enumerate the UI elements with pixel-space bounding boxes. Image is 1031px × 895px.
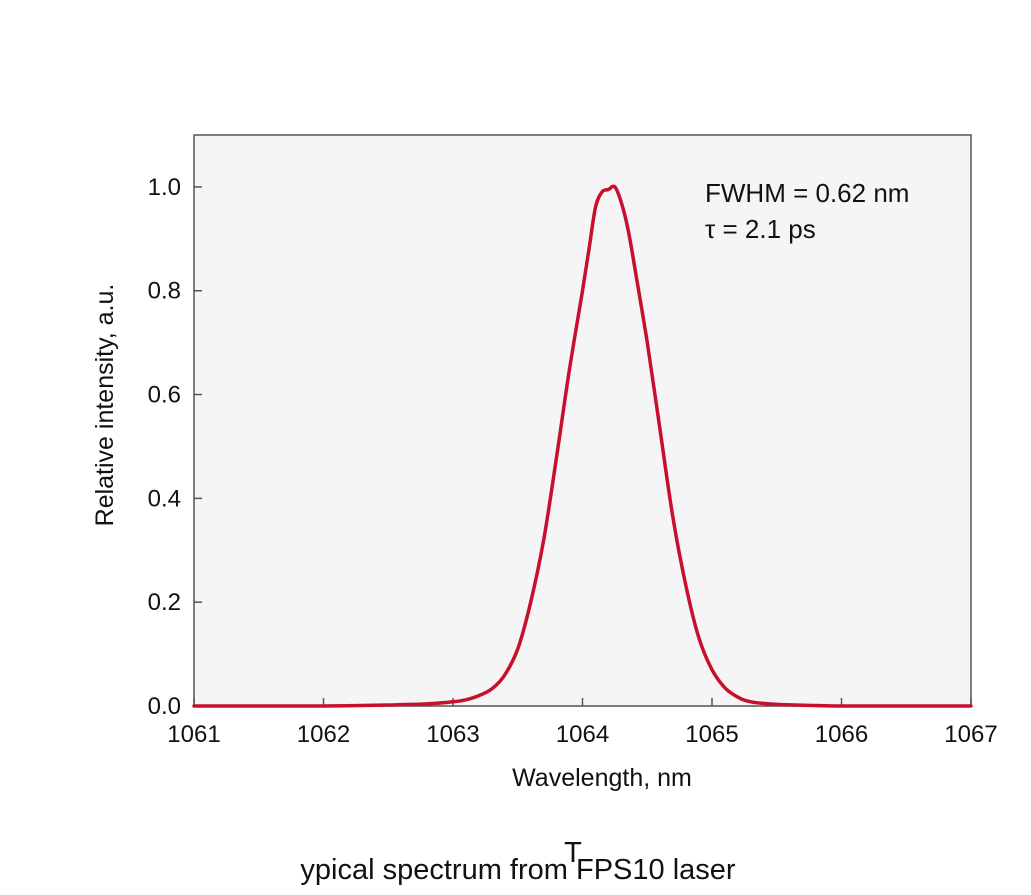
y-tick-label: 0.8	[148, 278, 181, 305]
y-axis-ticks: 0.0 0.2 0.4 0.6 0.8 1.0	[148, 174, 202, 720]
x-tick-label: 1066	[815, 721, 868, 748]
y-tick-label: 1.0	[148, 174, 181, 201]
x-tick-label: 1063	[426, 721, 479, 748]
y-tick-label: 0.0	[148, 693, 181, 720]
spectrum-series-line	[192, 184, 973, 708]
x-axis-ticks: 1061 1062 1063 1064 1065 1066 1067	[167, 698, 998, 748]
x-tick-label: 1062	[297, 721, 350, 748]
x-axis-label: Wavelength, nm	[512, 764, 692, 792]
figure-caption-initial: T	[564, 837, 582, 869]
x-tick-label: 1065	[685, 721, 738, 748]
y-tick-label: 0.6	[148, 382, 181, 409]
fwhm-annotation: FWHM = 0.62 nm	[705, 178, 909, 208]
x-tick-label: 1061	[167, 721, 220, 748]
y-axis-label: Relative intensity, a.u.	[91, 284, 119, 527]
x-tick-label: 1067	[944, 721, 997, 748]
figure-caption: ypical spectrum from FPS10 laser	[300, 854, 735, 886]
x-tick-label: 1064	[556, 721, 609, 748]
plot-area	[193, 134, 972, 707]
y-tick-label: 0.4	[148, 485, 181, 512]
pulse-duration-annotation: τ = 2.1 ps	[705, 214, 816, 244]
y-tick-label: 0.2	[148, 589, 181, 616]
